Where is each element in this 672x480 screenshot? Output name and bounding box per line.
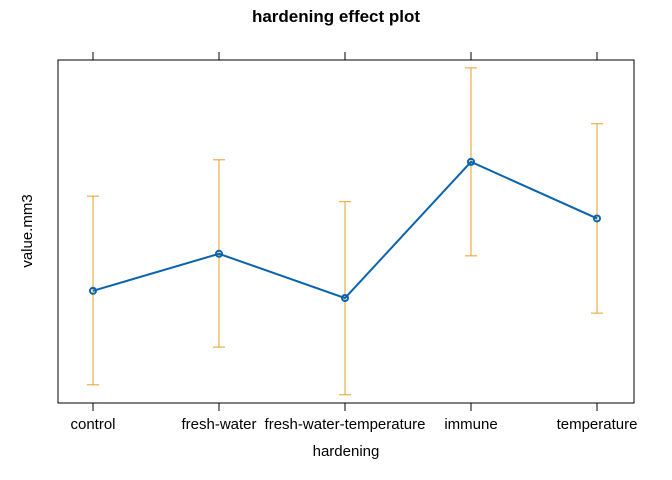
data-points [89, 157, 601, 303]
x-tick-label-fresh-water-temperature: fresh-water-temperature [265, 416, 426, 433]
plot-frame [57, 59, 635, 404]
x-tick-label-fresh-water: fresh-water [181, 416, 256, 433]
data-point-fresh-water-temperature [341, 294, 349, 303]
error-bars [87, 67, 603, 396]
x-tick-label-control: control [70, 416, 115, 433]
x-axis-label: hardening [313, 443, 380, 460]
x-tick-labels: control fresh-water fresh-water-temperatur… [70, 416, 637, 433]
series-line [92, 160, 598, 300]
x-tick-label-temperature: temperature [557, 416, 638, 433]
x-tick-label-immune: immune [444, 416, 497, 433]
data-point-temperature [593, 214, 601, 223]
bottom-axis-ticks [92, 403, 598, 411]
chart-title: hardening effect plot [252, 7, 420, 26]
data-point-control [89, 286, 97, 295]
data-point-immune [467, 157, 475, 166]
top-axis-ticks [92, 52, 598, 60]
data-point-fresh-water [215, 249, 223, 258]
y-axis-label: value.mm3 [19, 194, 36, 267]
